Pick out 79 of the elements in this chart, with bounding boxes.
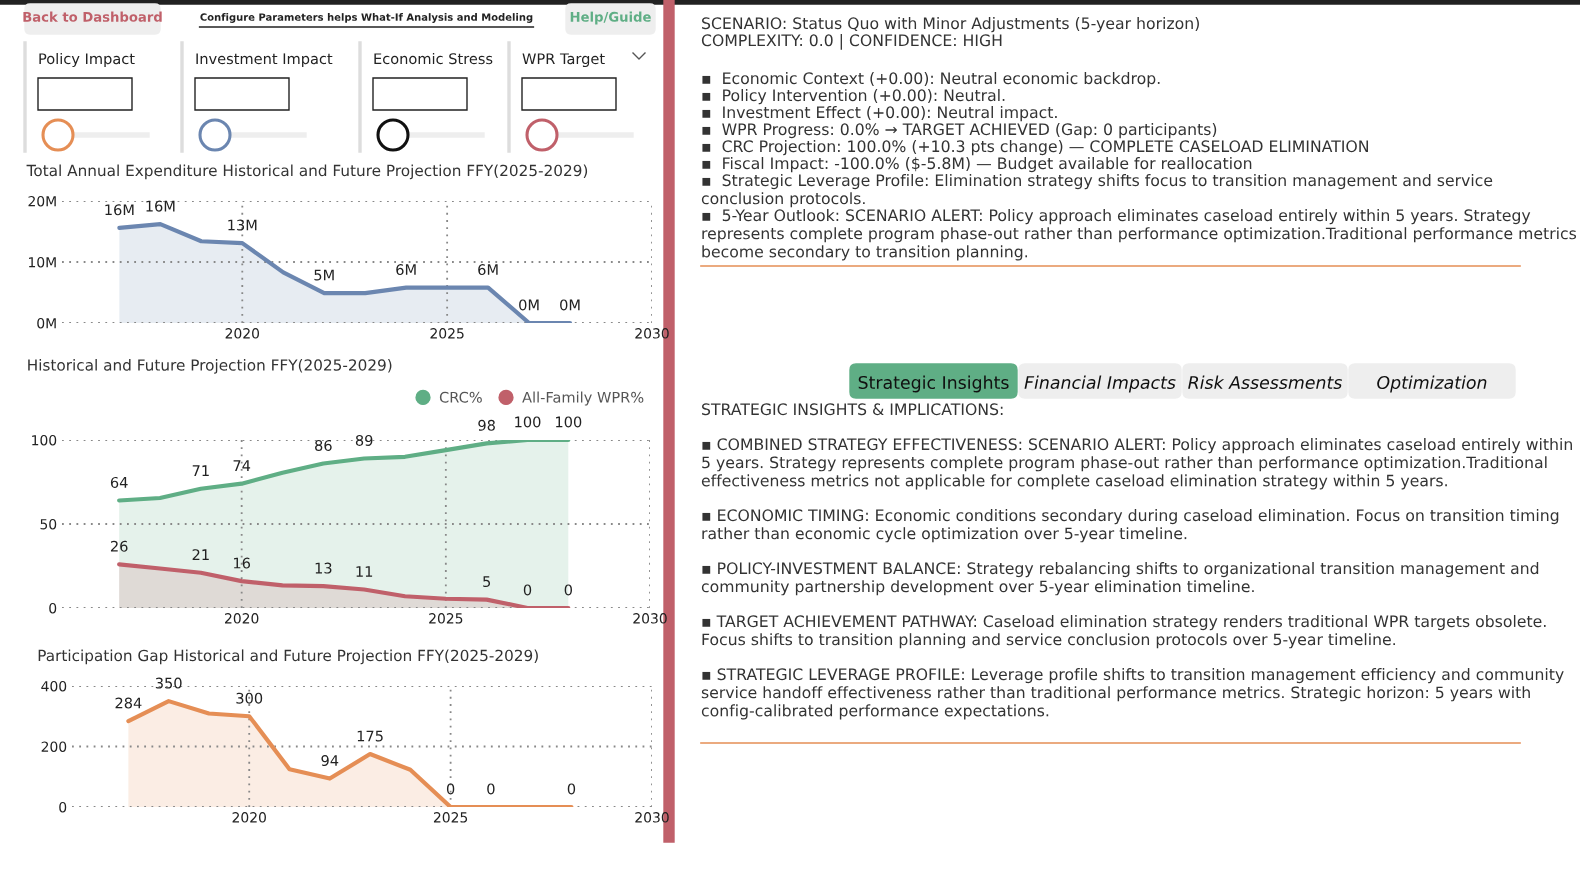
data-label: 13M <box>228 219 257 231</box>
text: ▪ ECONOMIC TIMING: Economic conditions secondary during caseload elimination. Focus on transition timing rather than economic cycle optimization over 5-year timeline. <box>702 509 1559 543</box>
data-label: 350 <box>155 677 182 689</box>
data-label: 0 <box>567 783 576 795</box>
x-tick-label: 2025 <box>430 328 464 339</box>
data-label: 0M <box>560 299 580 311</box>
data-label: 5M <box>314 269 334 281</box>
text: Back to Dashboard <box>23 11 162 22</box>
x-tick-label: 2025 <box>429 613 463 624</box>
text: ▪ Investment Effect (+0.00): Neutral impact. <box>702 106 1057 122</box>
text: Investment Impact <box>196 53 333 68</box>
data-label: 74 <box>233 460 251 471</box>
data-label: 16M <box>146 200 175 212</box>
y-tick-label: 0M <box>37 317 56 329</box>
data-label: 0M <box>519 299 539 311</box>
data-label: 16 <box>233 557 251 569</box>
x-tick-label: 2020 <box>225 613 259 624</box>
data-label: 284 <box>115 697 142 709</box>
text: ▪ WPR Progress: 0.0% → TARGET ACHIEVED (Gap: 0 participants) <box>702 123 1217 139</box>
chart-title: Historical and Future Projection FFY(2025-2029) <box>28 358 392 374</box>
data-label: 21 <box>192 549 209 560</box>
text: Financial Impacts <box>1024 375 1176 393</box>
data-label: 26 <box>110 540 128 552</box>
data-label: 6M <box>478 264 498 276</box>
x-tick-label: 2020 <box>232 812 266 823</box>
text: ▪ COMBINED STRATEGY EFFECTIVENESS: SCENARIO ALERT: Policy approach eliminates caseload entirely within 5 years. Strategy represents complete program phase-out rather than performance optimization.Traditional effectiveness metrics not applicable for complete caseload elimination strategy within 5 years. <box>701 438 1572 490</box>
text: ▪ Economic Context (+0.00): Neutral economic backdrop. <box>702 72 1160 88</box>
y-tick-label: 20M <box>28 195 56 207</box>
text: ▪ 5-Year Outlook: SCENARIO ALERT: Policy approach eliminates caseload entirely within 5 years. Strategy represents complete program phase-out rather than performance optimization.Traditional performance metrics become secondary to transition planning. <box>702 209 1577 261</box>
y-tick-label: 200 <box>41 741 67 752</box>
text: ▪ TARGET ACHIEVEMENT PATHWAY: Caseload elimination strategy renders traditional WPR targets obsolete. Focus shifts to transition planning and service conclusion protocols over 5-year timeline. <box>702 615 1546 649</box>
text: Strategic Insights <box>858 375 1009 393</box>
text: Risk Assessments <box>1188 375 1342 390</box>
y-tick-label: 100 <box>32 434 57 446</box>
text: ▪ STRATEGIC LEVERAGE PROFILE: Leverage profile shifts to transition management efficiency and community service handoff effectiveness rather than traditional performance metrics. Strategic horizon: 5 years with config-calibrated performance expectations. <box>701 668 1564 720</box>
text: STRATEGIC INSIGHTS & IMPLICATIONS: <box>702 403 1003 416</box>
text: ▪ CRC Projection: 100.0% (+10.3 pts change) — COMPLETE CASELOAD ELIMINATION <box>702 140 1368 156</box>
text: Configure Parameters helps What-If Analysis and Modeling <box>200 13 533 23</box>
data-label: 94 <box>321 754 339 767</box>
x-tick-label: 2020 <box>225 328 260 339</box>
text: Policy Impact <box>39 52 135 68</box>
data-label: 6M <box>396 264 416 276</box>
legend-label: All-Family WPR% <box>522 391 644 406</box>
y-tick-label: 10M <box>29 256 56 268</box>
data-label: 0 <box>487 783 495 795</box>
text: Optimization <box>1377 375 1487 393</box>
text: COMPLEXITY: 0.0 | CONFIDENCE: HIGH <box>701 34 1002 50</box>
data-label: 89 <box>355 434 373 446</box>
y-tick-label: 0 <box>49 602 57 614</box>
data-label: 71 <box>192 465 209 476</box>
text: WPR Target <box>522 53 605 68</box>
text: Help/Guide <box>570 11 651 25</box>
chart-title: Participation Gap Historical and Future Projection FFY(2025-2029) <box>38 649 538 665</box>
data-label: 300 <box>236 692 263 704</box>
data-label: 175 <box>357 730 383 742</box>
data-label: 11 <box>356 566 373 577</box>
data-label: 0 <box>523 584 532 596</box>
text: ▪ POLICY-INVESTMENT BALANCE: Strategy rebalancing shifts to organizational transition management and community partnership development over 5-year elimination timeline. <box>701 562 1539 596</box>
data-label: 0 <box>446 783 455 795</box>
text: ▪ Strategic Leverage Profile: Elimination strategy shifts focus to transition management and service conclusion protocols. <box>701 174 1493 208</box>
data-label: 98 <box>478 419 495 431</box>
legend-label: CRC% <box>439 391 482 403</box>
text: SCENARIO: Status Quo with Minor Adjustments (5-year horizon) <box>702 17 1199 33</box>
data-label: 64 <box>110 476 128 488</box>
x-tick-label: 2025 <box>433 812 468 823</box>
y-tick-label: 400 <box>41 680 67 692</box>
data-label: 0 <box>564 584 572 596</box>
data-label: 100 <box>515 416 541 428</box>
data-label: 13 <box>315 562 332 574</box>
y-tick-label: 0 <box>59 801 67 813</box>
text: ▪ Policy Intervention (+0.00): Neutral. <box>702 89 1005 105</box>
data-label: 100 <box>556 416 582 428</box>
y-tick-label: 50 <box>40 518 57 530</box>
text: ▪ Fiscal Impact: -100.0% ($-5.8M) — Budget available for reallocation <box>702 157 1252 173</box>
chart-title: Total Annual Expenditure Historical and Future Projection FFY(2025-2029) <box>26 164 588 180</box>
data-label: 16M <box>105 204 134 216</box>
data-label: 5 <box>483 576 491 588</box>
data-label: 86 <box>315 439 332 451</box>
text: Economic Stress <box>374 52 493 65</box>
